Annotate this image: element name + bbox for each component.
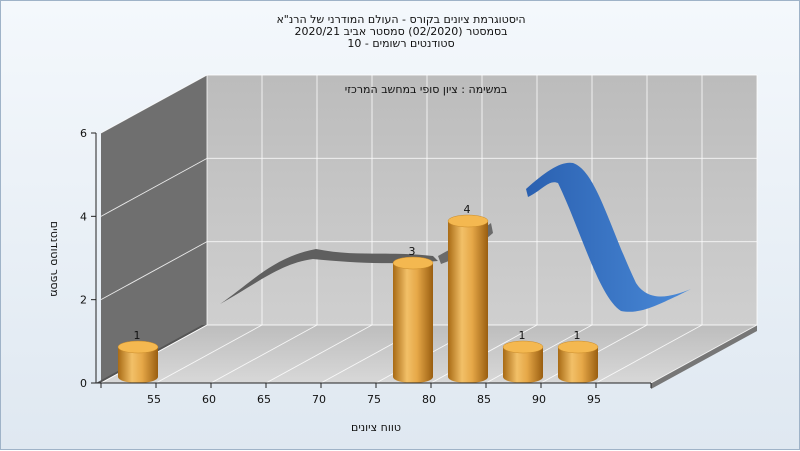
bar-value-label: 1 <box>519 329 526 342</box>
bar-body <box>503 347 543 383</box>
x-tick-label: 70 <box>312 393 326 406</box>
x-tick-label: 55 <box>147 393 161 406</box>
bar-top <box>117 340 159 354</box>
x-tick-label: 90 <box>532 393 546 406</box>
left-wall <box>101 75 207 383</box>
bar-value-label: 1 <box>574 329 581 342</box>
bar-value-label: 1 <box>134 329 141 342</box>
x-tick-label: 65 <box>257 393 271 406</box>
y-tick-label: 2 <box>80 294 87 307</box>
bar-95: 1 <box>557 329 599 383</box>
bar-top <box>447 214 489 228</box>
grid-line-y <box>100 74 208 134</box>
curve-blue-segment <box>526 162 691 312</box>
grid-line-x-floor <box>210 324 318 384</box>
bar-55: 1 <box>117 329 159 383</box>
curve-shadow-segment <box>220 249 438 304</box>
y-tick-label: 6 <box>80 127 87 140</box>
x-tick-label: 85 <box>477 393 491 406</box>
chart-title-line-2: בסמסטר (02/2020) סמסטר אביב 2020/21 <box>294 25 508 38</box>
bar-90: 1 <box>502 329 544 383</box>
bar-85: 4 <box>447 203 489 383</box>
grid-line-y <box>100 157 208 217</box>
bar-top <box>392 256 434 270</box>
grid-line-x-floor <box>650 324 758 384</box>
grid-line-x-floor <box>595 324 703 384</box>
bar-value-label: 4 <box>464 203 471 216</box>
x-axis-label: טווח ציונים <box>351 421 401 434</box>
floor-right-edge <box>651 325 757 389</box>
y-axis-label: מספר סטודנטים <box>48 221 61 297</box>
x-tick-label: 95 <box>587 393 601 406</box>
chart-title-line-1: היסטוגרמת ציונים בקורס - העולם המודרני ש… <box>276 13 526 26</box>
axes-group: 0 2 4 6 55 60 65 70 75 80 85 90 95 <box>80 127 652 406</box>
bar-top <box>502 340 544 354</box>
bar-80: 3 <box>392 245 434 383</box>
bar-body <box>448 221 488 383</box>
bar-top <box>557 340 599 354</box>
y-tick-label: 4 <box>80 210 87 223</box>
bar-body <box>118 347 158 383</box>
x-tick-label: 80 <box>422 393 436 406</box>
bars-group: 1 3 4 1 1 <box>117 203 599 383</box>
bar-value-label: 3 <box>409 245 416 258</box>
x-tick-label: 60 <box>202 393 216 406</box>
x-tick-label: 75 <box>367 393 381 406</box>
chart-subtitle: במשימה : ציון סופי במחשב המרכזי <box>345 83 508 96</box>
grid-line-x-floor <box>155 324 263 384</box>
y-tick-label: 0 <box>80 377 87 390</box>
bar-body <box>393 263 433 383</box>
bar-body <box>558 347 598 383</box>
grid-line-x-floor <box>265 324 373 384</box>
grid-line-y <box>100 241 208 301</box>
chart-title-line-3: סטודנטים רשומים - 10 <box>347 37 455 50</box>
